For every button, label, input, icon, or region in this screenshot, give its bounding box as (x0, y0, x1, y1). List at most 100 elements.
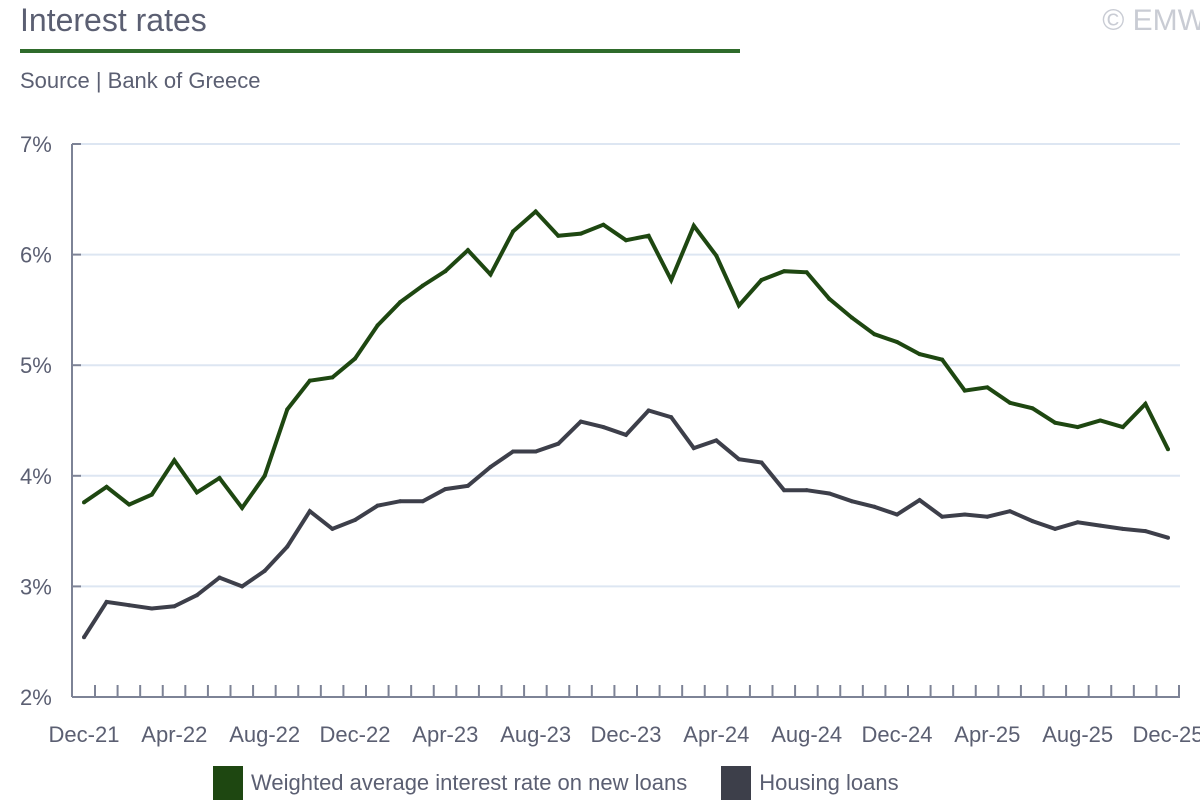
data-point (872, 504, 877, 509)
legend-swatch (213, 766, 243, 800)
y-tick-label: 4% (20, 464, 52, 489)
x-tick-label: Dec-24 (862, 722, 933, 747)
data-point (465, 248, 470, 253)
series-line-housing-loans (82, 408, 1169, 639)
data-point (353, 356, 357, 361)
data-point (827, 296, 832, 301)
data-point (669, 278, 674, 283)
legend: Weighted average interest rate on new lo… (213, 766, 933, 800)
x-tick-label: Aug-24 (771, 722, 842, 747)
data-point (578, 419, 583, 424)
data-point (104, 484, 109, 489)
y-tick-label: 6% (20, 243, 52, 268)
data-point (375, 503, 380, 508)
x-tick-label: Aug-25 (1042, 722, 1113, 747)
x-tick-label: Apr-25 (954, 722, 1020, 747)
data-point (556, 441, 561, 446)
legend-swatch (721, 766, 752, 800)
data-point (262, 473, 267, 478)
x-tick-label: Dec-23 (591, 722, 662, 747)
data-point (1075, 425, 1080, 430)
data-point (624, 238, 628, 243)
data-point (533, 209, 538, 214)
series-line-new-loans (82, 208, 1170, 512)
data-point (1120, 425, 1125, 430)
data-point (736, 303, 741, 308)
data-point (804, 270, 809, 275)
data-point (420, 283, 425, 288)
x-tick-label: Aug-22 (229, 722, 300, 747)
data-point (104, 599, 109, 604)
data-point (1143, 401, 1148, 406)
x-tick-label: Apr-23 (412, 722, 478, 747)
data-point (1098, 523, 1103, 528)
data-point (646, 233, 651, 238)
x-tick-label: Apr-22 (141, 722, 207, 747)
x-tick-label: Aug-23 (500, 722, 571, 747)
data-point (533, 449, 538, 454)
data-point (1120, 526, 1125, 531)
data-point (1166, 535, 1170, 540)
data-point (149, 606, 154, 611)
data-point (1053, 420, 1058, 425)
data-point (940, 357, 945, 362)
data-point (691, 223, 696, 228)
data-point (556, 233, 561, 238)
title-underline (20, 49, 740, 53)
data-point (375, 323, 380, 328)
data-point (1030, 519, 1035, 524)
data-point (398, 499, 403, 504)
data-point (1030, 406, 1035, 411)
data-point (895, 512, 899, 517)
data-point (240, 584, 245, 589)
data-point (82, 635, 86, 640)
copyright-watermark: © EMW (1102, 4, 1200, 37)
y-tick-label: 7% (20, 132, 52, 157)
y-tick-label: 2% (20, 685, 52, 710)
data-point (1053, 526, 1058, 531)
data-point (240, 505, 245, 510)
data-point (217, 575, 222, 580)
data-point (782, 488, 787, 493)
data-point (1098, 418, 1103, 423)
data-point (443, 269, 448, 274)
data-point (353, 518, 357, 523)
data-point (624, 432, 628, 437)
legend-label: Housing loans (759, 770, 899, 795)
data-point (398, 300, 403, 305)
chart-source: Source | Bank of Greece (20, 68, 261, 93)
data-point (714, 438, 719, 443)
data-point (511, 229, 516, 234)
data-point (962, 388, 967, 393)
data-point (601, 222, 606, 227)
data-point (985, 385, 990, 390)
data-point (940, 514, 945, 519)
data-point (330, 526, 335, 531)
data-point (849, 315, 854, 320)
data-point (82, 500, 86, 505)
data-point (307, 509, 312, 514)
data-point (149, 492, 154, 497)
data-point (804, 488, 809, 493)
data-point (127, 502, 132, 507)
data-point (172, 604, 177, 609)
data-point (262, 568, 267, 573)
data-point (578, 231, 583, 236)
data-point (669, 415, 674, 420)
data-point (872, 332, 877, 337)
data-point (985, 514, 990, 519)
data-point (511, 449, 516, 454)
data-point (759, 460, 764, 465)
data-point (194, 593, 199, 598)
data-point (1075, 520, 1080, 525)
data-point (285, 544, 290, 549)
y-tick-label: 3% (20, 574, 52, 599)
data-point (917, 498, 922, 503)
x-tick-label: Dec-21 (49, 722, 120, 747)
data-point (330, 375, 335, 380)
legend-label: Weighted average interest rate on new lo… (251, 770, 688, 795)
data-point (962, 512, 967, 517)
data-point (759, 278, 764, 283)
data-point (601, 425, 606, 430)
